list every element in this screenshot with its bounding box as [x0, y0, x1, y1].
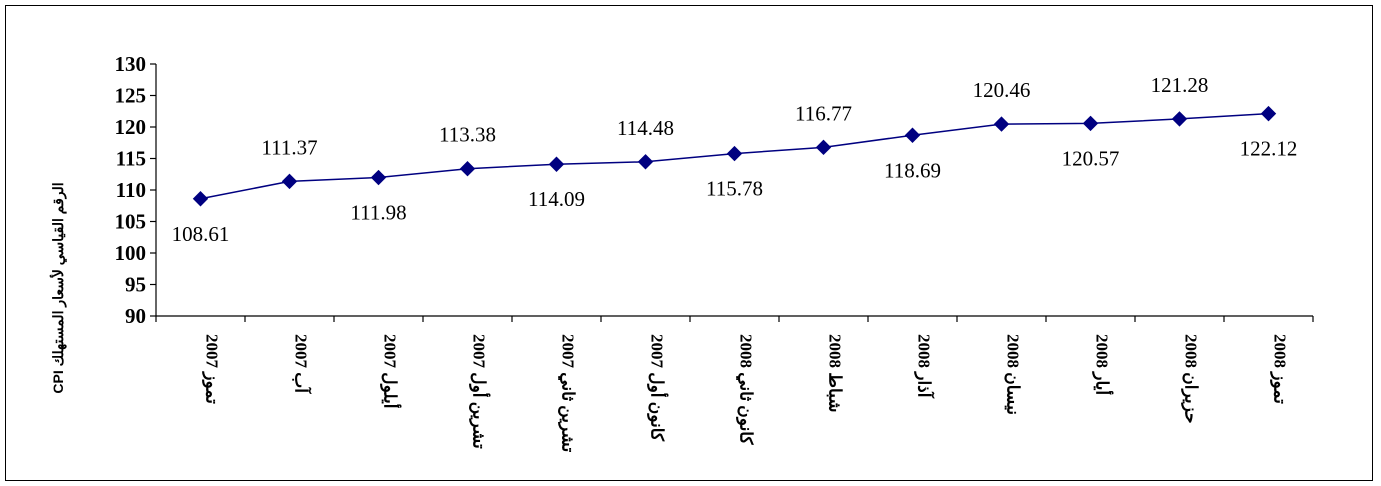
data-point	[548, 156, 565, 172]
x-tick-label: تشرين أول 2007	[469, 334, 492, 449]
y-tick-label: 130	[115, 52, 147, 76]
x-tick-label: آب 2007	[292, 334, 313, 394]
series-group	[192, 105, 1277, 207]
x-tick-label: أيلول 2007	[380, 334, 403, 409]
data-point	[637, 154, 654, 170]
data-point	[1260, 105, 1277, 122]
x-tick-label: تموز 2008	[1270, 334, 1290, 404]
x-ticks: تموز 2007 آب 2007 أيلول 2007 تشرين أول 2007…	[155, 316, 1314, 453]
data-point	[815, 139, 832, 156]
y-axis-label: CPI الرقم القياسي لأسعار المستهلك	[49, 182, 67, 393]
data-label: 111.37	[261, 135, 317, 159]
x-tick-label: حزيران 2008	[1181, 334, 1201, 423]
y-tick-label: 125	[115, 84, 147, 108]
data-label: 120.46	[973, 78, 1031, 102]
data-point	[1082, 115, 1099, 132]
x-tick-label: تشرين ثاني 2007	[558, 334, 578, 453]
data-label: 114.09	[528, 187, 585, 211]
x-tick-label: كانون ثاني 2008	[736, 334, 756, 445]
data-point	[904, 127, 921, 143]
data-point	[281, 173, 298, 190]
x-tick-label: تموز 2007	[202, 334, 222, 404]
y-tick-label: 115	[116, 147, 146, 171]
y-tick-label: 120	[115, 115, 147, 139]
y-ticks: 90 95 100 105 110 115 120 125 130	[115, 52, 156, 328]
x-tick-label: أيار 2008	[1092, 334, 1115, 395]
y-axis-label-group: CPI الرقم القياسي لأسعار المستهلك	[49, 182, 67, 393]
x-tick-label: كانون أول 2007	[647, 334, 670, 442]
x-tick-label: آذار 2008	[914, 334, 936, 399]
data-label: 116.77	[795, 101, 852, 125]
data-labels: 108.61 111.37 111.98 113.38 114.09 114.48 115.…	[172, 73, 1298, 246]
y-tick-label: 110	[116, 178, 146, 202]
data-point	[1171, 111, 1188, 127]
y-tick-label: 95	[125, 273, 146, 297]
data-label: 108.61	[172, 222, 230, 246]
y-tick-label: 90	[125, 304, 146, 328]
chart-frame: CPI الرقم القياسي لأسعار المستهلك 90 95 10…	[5, 5, 1373, 481]
data-label: 120.57	[1062, 146, 1120, 170]
x-tick-label: شباط 2008	[826, 334, 845, 413]
data-point	[726, 145, 743, 162]
data-label: 122.12	[1240, 137, 1298, 161]
y-tick-label: 105	[115, 210, 147, 234]
x-tick-label: نيسان 2008	[1004, 334, 1023, 415]
line-chart: CPI الرقم القياسي لأسعار المستهلك 90 95 10…	[49, 52, 1314, 453]
y-tick-label: 100	[115, 241, 147, 265]
data-label: 113.38	[439, 123, 496, 147]
data-label: 111.98	[350, 201, 406, 225]
data-label: 115.78	[706, 177, 763, 201]
data-label: 121.28	[1151, 73, 1209, 97]
data-label: 114.48	[617, 116, 674, 140]
data-point	[370, 169, 387, 186]
data-point	[459, 160, 476, 177]
data-point	[192, 191, 209, 207]
data-label: 118.69	[884, 158, 941, 182]
data-point	[993, 116, 1010, 132]
